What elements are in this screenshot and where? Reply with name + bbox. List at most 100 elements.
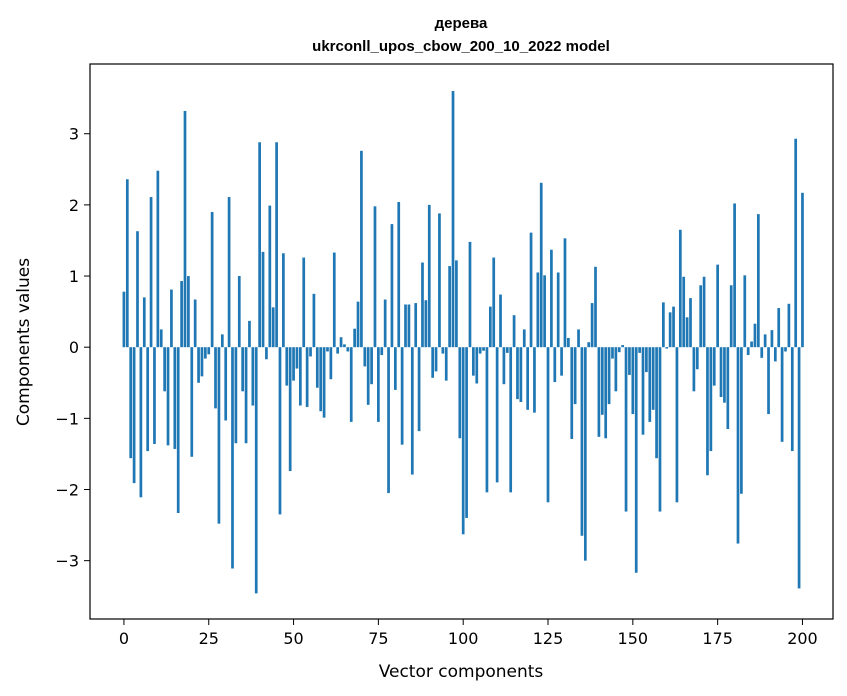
bar-35	[241, 347, 245, 392]
bar-43	[268, 205, 272, 348]
x-tick-label: 200	[787, 629, 818, 648]
bar-6	[142, 297, 146, 348]
bar-49	[288, 347, 292, 471]
bar-192	[773, 347, 777, 362]
bar-58	[319, 347, 323, 412]
y-axis-label: Components values	[14, 258, 34, 426]
bar-141	[600, 347, 604, 415]
bar-4	[136, 231, 139, 348]
bar-117	[519, 347, 523, 402]
bar-115	[512, 315, 516, 348]
bar-74	[373, 206, 377, 348]
bar-14	[170, 289, 173, 348]
bar-101	[465, 347, 468, 518]
bar-2	[129, 347, 133, 459]
bar-32	[231, 347, 234, 569]
bar-39	[254, 347, 258, 594]
bar-3	[132, 347, 136, 484]
bar-26	[210, 212, 214, 348]
bar-194	[780, 347, 784, 442]
bar-185	[750, 341, 753, 348]
bar-20	[190, 347, 194, 457]
bar-19	[187, 276, 190, 348]
x-axis-ticks: 0 25 50 75 100 125 150 175 200	[119, 619, 818, 648]
bar-164	[678, 229, 682, 348]
bar-113	[505, 347, 509, 353]
bar-59	[322, 347, 326, 418]
bar-154	[645, 347, 648, 373]
bar-95	[444, 347, 448, 381]
x-axis-label: Vector components	[379, 662, 544, 682]
bar-67	[349, 347, 353, 422]
bar-183	[743, 275, 747, 348]
x-tick-label: 125	[533, 629, 564, 648]
bar-184	[746, 347, 750, 356]
bars-group	[122, 91, 804, 594]
bar-161	[668, 312, 672, 348]
bar-198	[794, 138, 798, 348]
bar-107	[485, 347, 489, 493]
bar-111	[499, 294, 502, 348]
bar-85	[410, 347, 414, 475]
bar-37	[248, 320, 251, 348]
bar-169	[695, 347, 699, 370]
bar-73	[370, 347, 373, 385]
bar-196	[787, 303, 791, 348]
bar-200	[801, 192, 804, 348]
bar-197	[790, 347, 794, 452]
bar-42	[265, 347, 268, 360]
bar-187	[757, 214, 760, 348]
bar-64	[339, 337, 343, 348]
bar-8	[149, 197, 153, 348]
bar-97	[451, 91, 455, 348]
bar-70	[360, 150, 363, 348]
bar-57	[315, 347, 319, 388]
bar-28	[217, 347, 221, 524]
y-tick-label: 2	[69, 196, 79, 215]
bar-15	[173, 347, 177, 449]
bar-77	[383, 299, 387, 348]
bar-54	[305, 347, 309, 407]
x-tick-label: 0	[119, 629, 129, 648]
y-tick-label: 3	[69, 125, 79, 144]
bar-147	[621, 345, 625, 348]
bar-29	[220, 334, 224, 348]
bar-78	[387, 347, 390, 494]
bar-180	[733, 203, 736, 348]
bar-121	[533, 347, 536, 413]
y-tick-label: 1	[69, 267, 79, 286]
bar-172	[706, 347, 709, 476]
bar-170	[699, 285, 703, 348]
bar-135	[580, 347, 584, 536]
bar-138	[590, 303, 594, 348]
bar-79	[390, 224, 394, 348]
bar-158	[658, 347, 662, 512]
bar-151	[634, 347, 638, 573]
bar-146	[617, 347, 621, 353]
bar-190	[767, 347, 770, 415]
bar-123	[539, 182, 543, 348]
bar-129	[560, 347, 563, 376]
bar-120	[529, 232, 533, 348]
bar-36	[244, 347, 248, 444]
bar-38	[251, 347, 255, 406]
bar-144	[611, 347, 614, 359]
bar-31	[227, 197, 231, 348]
bar-53	[302, 257, 306, 348]
bar-176	[719, 347, 723, 397]
bar-11	[159, 329, 163, 348]
bar-148	[624, 347, 628, 512]
bar-131	[567, 337, 570, 348]
bar-100	[461, 347, 465, 535]
bar-41	[261, 251, 265, 348]
bar-157	[655, 347, 658, 459]
bar-122	[536, 272, 540, 348]
bar-62	[332, 252, 336, 348]
bar-71	[363, 347, 367, 367]
bar-118	[522, 329, 526, 348]
bar-82	[400, 347, 404, 445]
bar-18	[183, 110, 187, 348]
bar-112	[502, 347, 506, 385]
bar-94	[441, 347, 445, 354]
